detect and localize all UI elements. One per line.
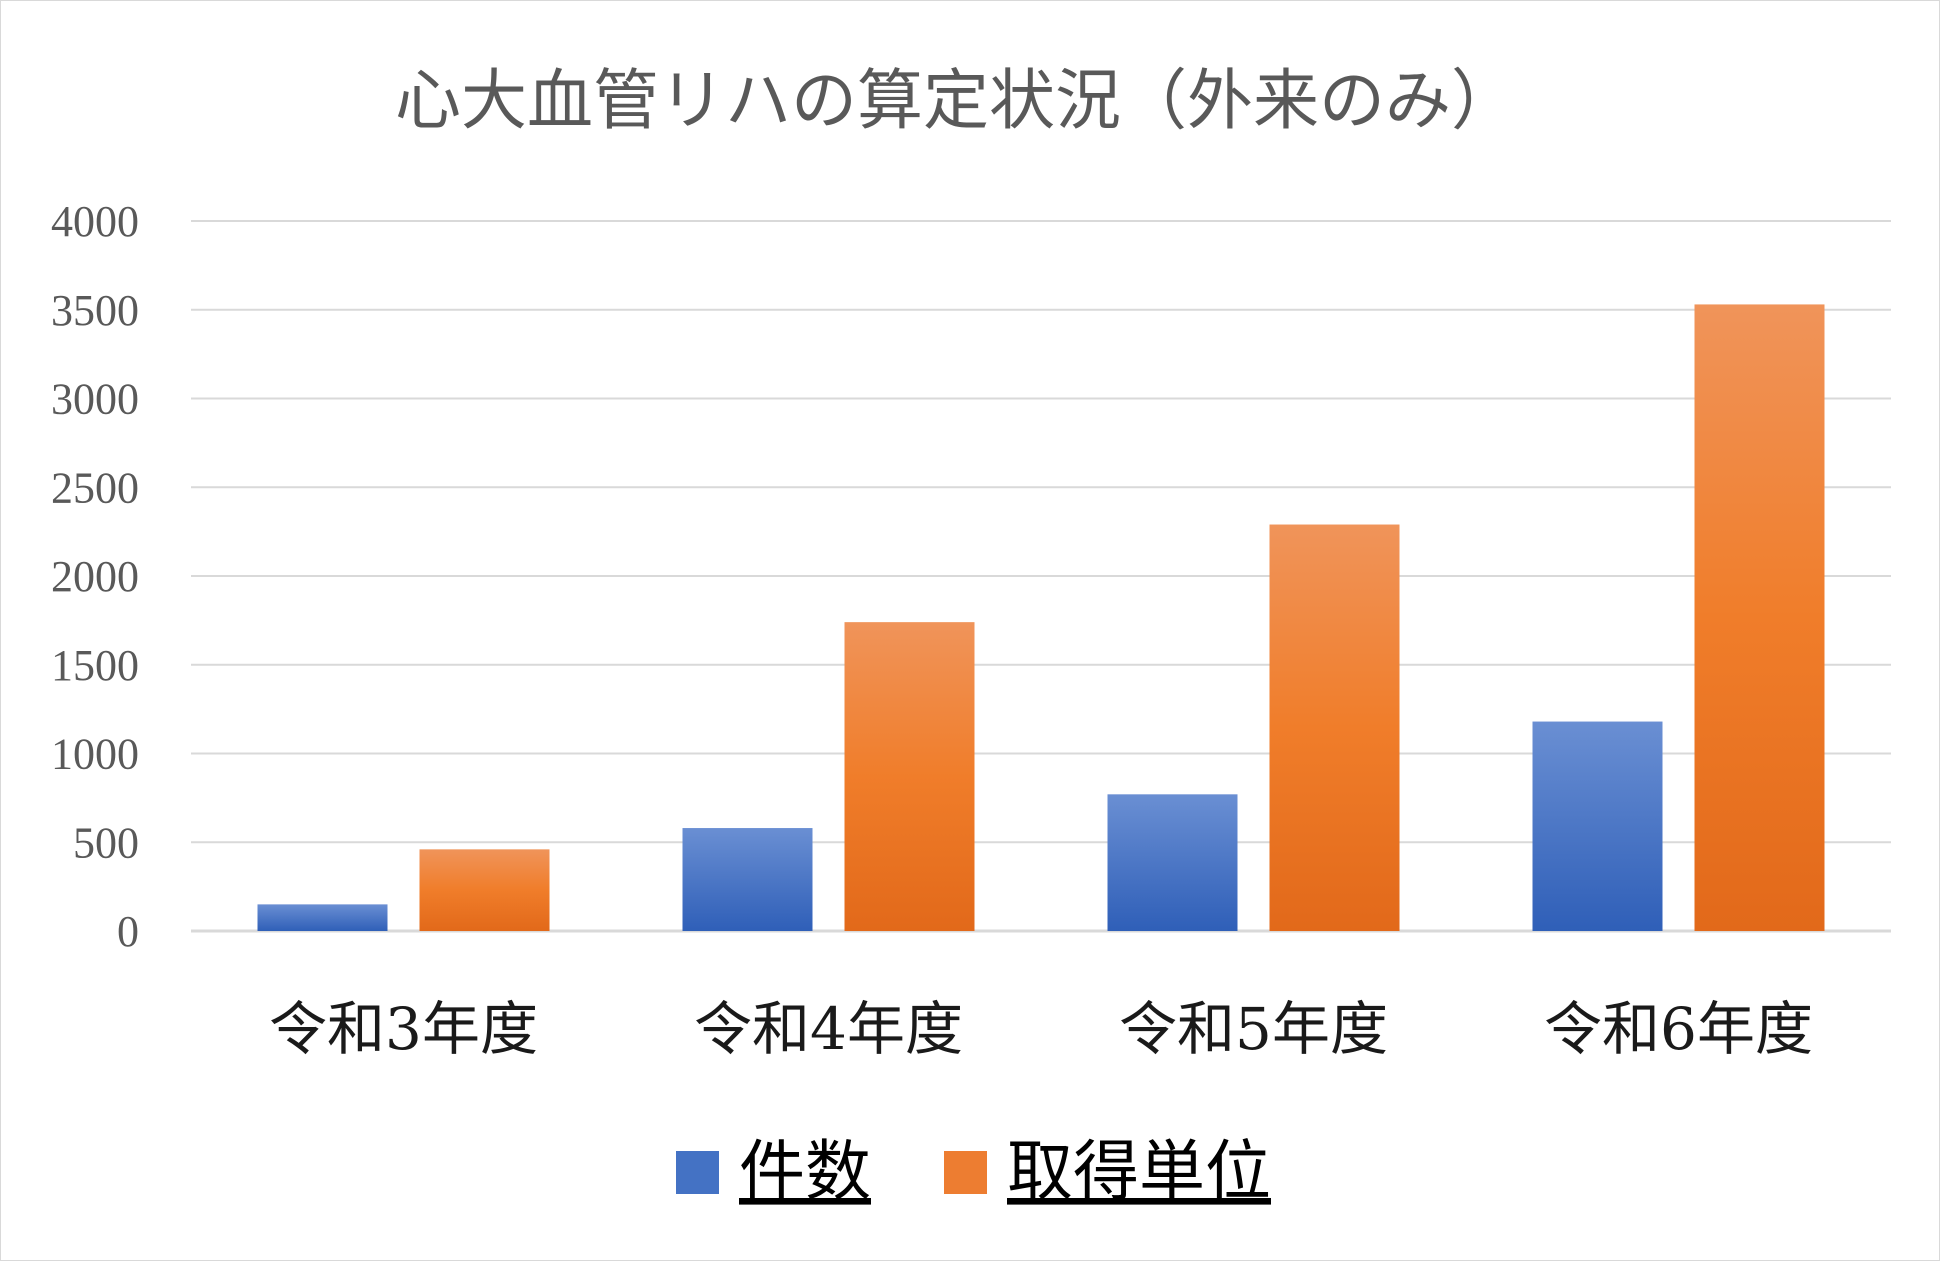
y-tick-label: 2500	[51, 463, 139, 512]
chart-title: 心大血管リハの算定状況（外来のみ）	[395, 62, 1517, 139]
y-tick-label: 4000	[51, 197, 139, 246]
y-tick-label: 0	[117, 907, 139, 956]
bar-count-1	[257, 904, 388, 931]
y-tick-label: 3500	[51, 286, 139, 335]
y-tick-label: 2000	[51, 552, 139, 601]
legend: 件数 取得単位	[676, 1133, 1271, 1210]
y-tick-label: 1500	[51, 641, 139, 690]
x-tick-label: 令和6年度	[1544, 995, 1813, 1063]
bar-count-4	[1532, 721, 1663, 931]
legend-swatch	[676, 1151, 719, 1194]
x-axis-ticks: 令和3年度 令和4年度 令和5年度 令和6年度	[269, 995, 1813, 1063]
legend-swatch	[944, 1151, 987, 1194]
y-tick-label: 500	[73, 818, 139, 867]
y-axis-ticks: 0 500 1000 1500 2000 2500 3000 3500 4000	[51, 197, 139, 956]
y-tick-label: 3000	[51, 375, 139, 424]
bar-units-4	[1694, 304, 1825, 931]
bar-count-2	[682, 828, 813, 931]
bar-units-1	[419, 849, 550, 931]
bars	[257, 304, 1825, 931]
legend-label: 件数	[739, 1133, 871, 1210]
bar-count-3	[1107, 794, 1238, 931]
x-tick-label: 令和5年度	[1119, 995, 1388, 1063]
legend-label: 取得単位	[1007, 1133, 1271, 1210]
bar-units-2	[844, 622, 975, 931]
y-tick-label: 1000	[51, 730, 139, 779]
bar-units-3	[1269, 524, 1400, 931]
x-tick-label: 令和3年度	[269, 995, 538, 1063]
x-tick-label: 令和4年度	[694, 995, 963, 1063]
